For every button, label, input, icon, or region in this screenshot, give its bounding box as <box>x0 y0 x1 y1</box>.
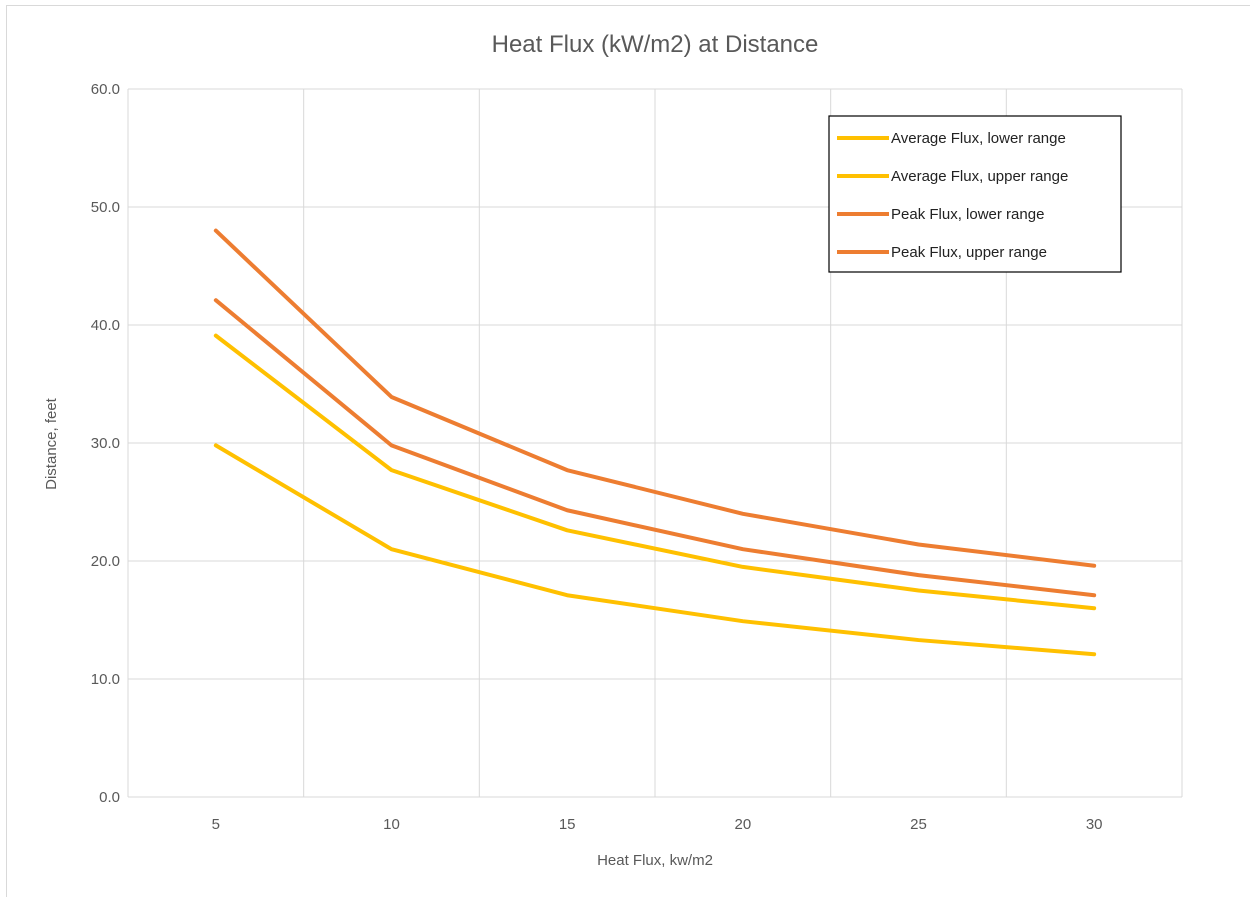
x-axis-ticks: 5 10 15 20 25 30 <box>212 816 1103 833</box>
x-tick-label: 20 <box>734 816 751 833</box>
x-tick-label: 25 <box>910 816 927 833</box>
x-tick-label: 15 <box>559 816 576 833</box>
legend-entry: Peak Flux, upper range <box>891 244 1047 261</box>
legend-entry: Average Flux, upper range <box>891 168 1068 185</box>
chart-title: Heat Flux (kW/m2) at Distance <box>492 31 819 58</box>
series-lines <box>213 228 1097 657</box>
y-tick-label: 20.0 <box>91 553 120 570</box>
y-tick-label: 30.0 <box>91 435 120 452</box>
y-tick-label: 60.0 <box>91 81 120 98</box>
chart-frame <box>6 5 1250 897</box>
y-axis-ticks: 0.0 10.0 20.0 30.0 40.0 50.0 60.0 <box>91 81 120 806</box>
series-line-3 <box>213 298 1097 598</box>
x-tick-label: 10 <box>383 816 400 833</box>
series-line-1 <box>213 443 1097 657</box>
y-axis-label: Distance, feet <box>43 397 60 490</box>
x-tick-label: 5 <box>212 816 220 833</box>
y-tick-label: 10.0 <box>91 671 120 688</box>
x-axis-label: Heat Flux, kw/m2 <box>597 852 713 869</box>
legend-entry: Average Flux, lower range <box>891 130 1066 147</box>
x-tick-label: 30 <box>1086 816 1103 833</box>
series-line-4 <box>213 228 1097 568</box>
series-line-2 <box>213 333 1097 611</box>
legend-box <box>828 115 1122 273</box>
legend-entry: Peak Flux, lower range <box>891 206 1044 223</box>
legend: Average Flux, lower range Average Flux, u… <box>828 115 1122 273</box>
y-tick-label: 50.0 <box>91 199 120 216</box>
y-tick-label: 0.0 <box>99 789 120 806</box>
y-tick-label: 40.0 <box>91 317 120 334</box>
